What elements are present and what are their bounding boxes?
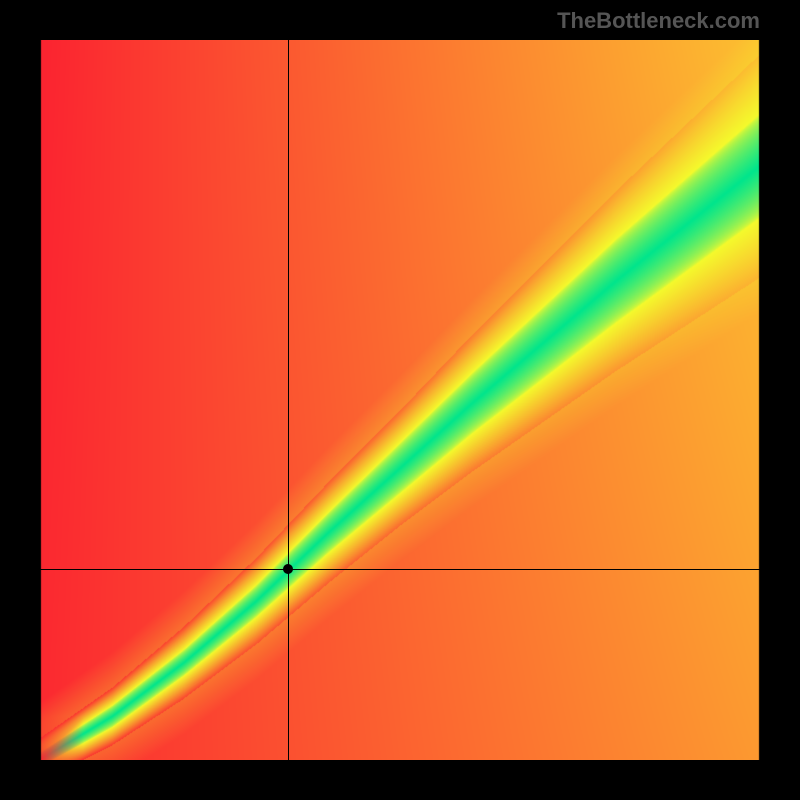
plot-area: [40, 40, 760, 760]
watermark-text: TheBottleneck.com: [557, 8, 760, 34]
heatmap-canvas: [40, 40, 760, 760]
crosshair-marker: [283, 564, 293, 574]
crosshair-horizontal: [40, 569, 760, 570]
chart-container: TheBottleneck.com: [0, 0, 800, 800]
crosshair-vertical: [288, 40, 289, 760]
